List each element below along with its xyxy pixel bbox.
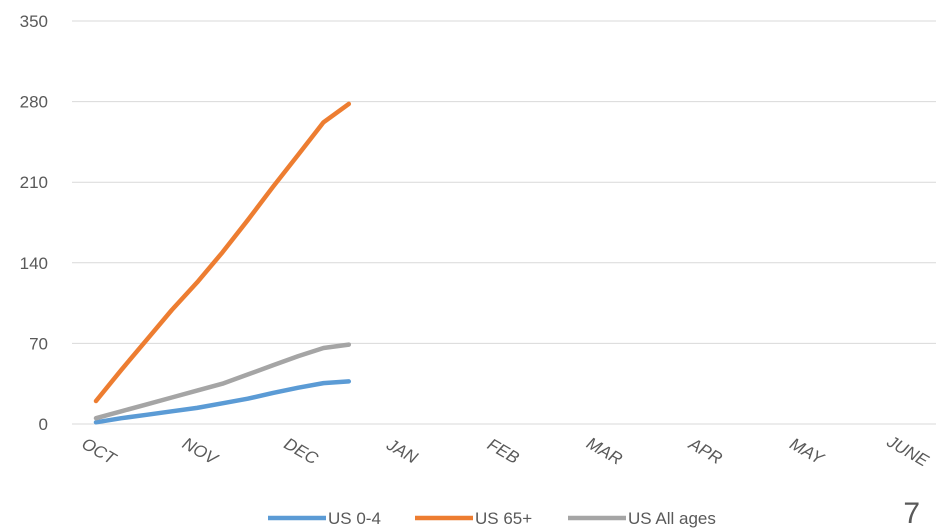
page-number: 7 xyxy=(903,497,920,530)
y-tick-label: 280 xyxy=(20,93,48,112)
y-tick-label: 210 xyxy=(20,173,48,192)
series-lines xyxy=(93,101,352,425)
y-tick-label: 350 xyxy=(20,12,48,31)
x-tick-label: JAN xyxy=(383,434,422,467)
y-tick-label: 0 xyxy=(39,415,48,434)
x-tick-label: NOV xyxy=(179,434,222,470)
x-axis-tick-labels: OCT NOV DEC JAN FEB MAR APR MAY JUNE xyxy=(78,431,932,470)
x-tick-label: MAR xyxy=(583,434,625,469)
gridlines xyxy=(72,20,936,425)
x-tick-label: MAY xyxy=(786,434,828,469)
y-tick-label: 70 xyxy=(29,334,48,353)
legend-label: US All ages xyxy=(628,509,716,528)
x-tick-label: APR xyxy=(685,434,726,468)
x-tick-label: DEC xyxy=(281,434,322,469)
legend: US 0-4 US 65+ US All ages xyxy=(268,509,716,528)
y-axis-tick-labels: 0 70 140 210 280 350 xyxy=(20,12,48,434)
series-line-us-all-ages xyxy=(93,342,352,421)
x-tick-label: FEB xyxy=(484,435,522,468)
x-tick-label: OCT xyxy=(78,434,120,469)
legend-label: US 65+ xyxy=(475,509,532,528)
series-line-us-65- xyxy=(93,101,352,404)
y-tick-label: 140 xyxy=(20,254,48,273)
x-tick-label: JUNE xyxy=(883,431,932,470)
series-line-us-0-4 xyxy=(93,379,352,425)
legend-label: US 0-4 xyxy=(328,509,381,528)
